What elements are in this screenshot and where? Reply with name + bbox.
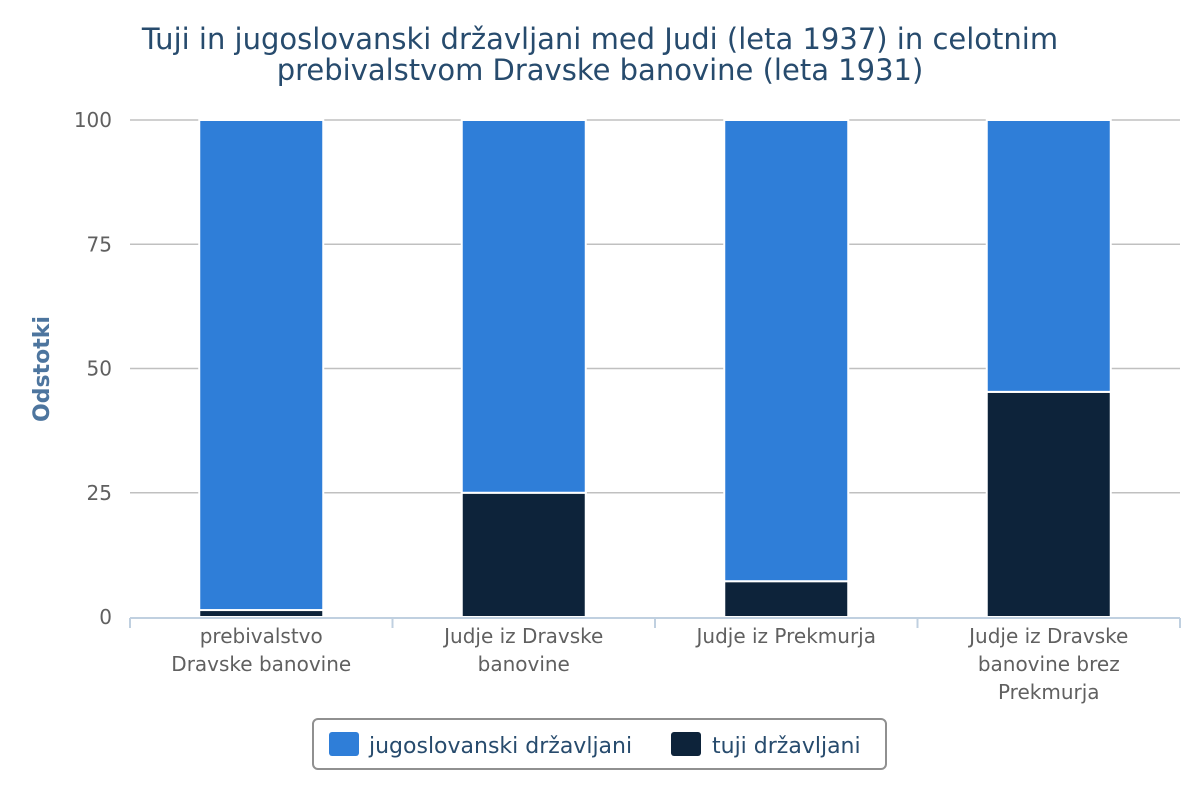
y-tick-label: 0 bbox=[99, 605, 112, 629]
bar-segment[interactable] bbox=[985, 119, 1112, 393]
y-tick-label: 75 bbox=[87, 232, 112, 256]
legend-item-label[interactable]: tuji državljani bbox=[712, 734, 861, 759]
bar-segment[interactable] bbox=[460, 119, 587, 494]
x-tick-label: Judje iz Dravske banovine bbox=[442, 624, 603, 676]
y-tick-label: 100 bbox=[74, 108, 112, 132]
chart-title-line: prebivalstvom Dravske banovine (leta 193… bbox=[277, 53, 924, 87]
bar-segment[interactable] bbox=[460, 491, 587, 618]
y-axis-label: Odstotki bbox=[30, 316, 55, 422]
x-axis-tick-labels: prebivalstvo Dravske banovine Judje iz Dra… bbox=[171, 624, 1128, 704]
y-axis-ticks: 0 25 50 75 100 bbox=[74, 108, 112, 629]
bar-segment[interactable] bbox=[723, 580, 850, 619]
bar-segment[interactable] bbox=[985, 390, 1112, 619]
legend[interactable]: jugoslovanski državljani tuji državljani bbox=[312, 718, 887, 770]
bar-segment[interactable] bbox=[198, 609, 325, 618]
bar-segment[interactable] bbox=[198, 119, 325, 612]
x-tick-label: Judje iz Dravske banovine brez Prekmurja bbox=[967, 624, 1128, 704]
chart-title-line: Tuji in jugoslovanski državljani med Jud… bbox=[141, 22, 1058, 56]
x-axis bbox=[129, 617, 1181, 628]
legend-box bbox=[312, 718, 887, 770]
legend-item-label[interactable]: jugoslovanski državljani bbox=[368, 734, 632, 759]
y-tick-label: 50 bbox=[87, 357, 112, 381]
bar-segment[interactable] bbox=[723, 119, 850, 583]
y-tick-label: 25 bbox=[87, 481, 112, 505]
chart-title: Tuji in jugoslovanski državljani med Jud… bbox=[141, 22, 1058, 87]
x-tick-label: Judje iz Prekmurja bbox=[695, 624, 876, 648]
legend-swatch[interactable] bbox=[329, 732, 359, 756]
x-tick-label: prebivalstvo Dravske banovine bbox=[171, 624, 351, 676]
legend-swatch[interactable] bbox=[671, 732, 701, 756]
